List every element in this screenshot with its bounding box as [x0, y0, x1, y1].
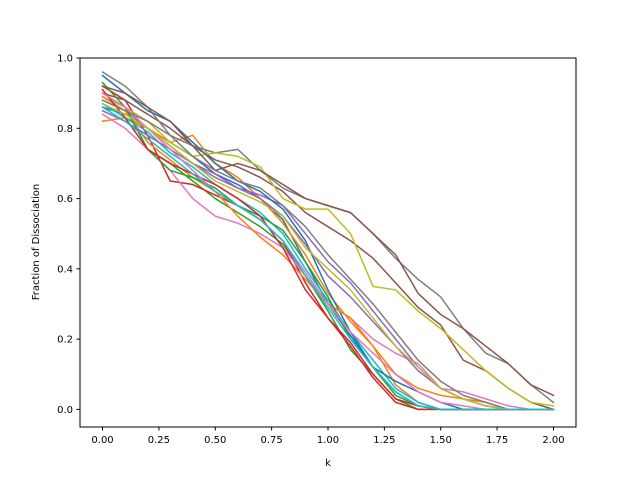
y-axis: 0.0 0.2 0.4 0.6 0.8 1.0 [57, 54, 80, 416]
y-tick-label: 0.8 [57, 124, 73, 135]
series-layer [101, 71, 555, 411]
x-tick-label: 1.25 [373, 435, 395, 446]
x-tick-label: 0.25 [148, 435, 170, 446]
x-tick-label: 1.75 [486, 435, 508, 446]
x-axis-title: k [325, 458, 331, 469]
y-tick-label: 0.2 [57, 335, 73, 346]
series-line-17 [101, 92, 555, 411]
x-axis: 0.00 0.25 0.50 0.75 1.00 1.25 1.50 1.75 2.00 [91, 427, 565, 446]
series-line-9 [101, 95, 555, 407]
series-line-20 [101, 106, 555, 411]
x-tick-label: 0.50 [204, 435, 226, 446]
series-line-16 [101, 85, 555, 397]
series-line-6 [101, 92, 555, 411]
y-tick-label: 0.0 [57, 405, 73, 416]
x-tick-label: 2.00 [542, 435, 564, 446]
x-tick-label: 1.50 [430, 435, 452, 446]
x-tick-label: 0.75 [261, 435, 283, 446]
x-tick-label: 0.00 [91, 435, 113, 446]
y-tick-label: 1.0 [57, 54, 73, 65]
y-tick-label: 0.4 [57, 264, 73, 275]
y-axis-title: Fraction of Dissociation [31, 184, 42, 301]
y-tick-label: 0.6 [57, 194, 73, 205]
series-line-19 [101, 102, 555, 411]
x-tick-label: 1.00 [317, 435, 339, 446]
series-line-18 [101, 99, 555, 411]
